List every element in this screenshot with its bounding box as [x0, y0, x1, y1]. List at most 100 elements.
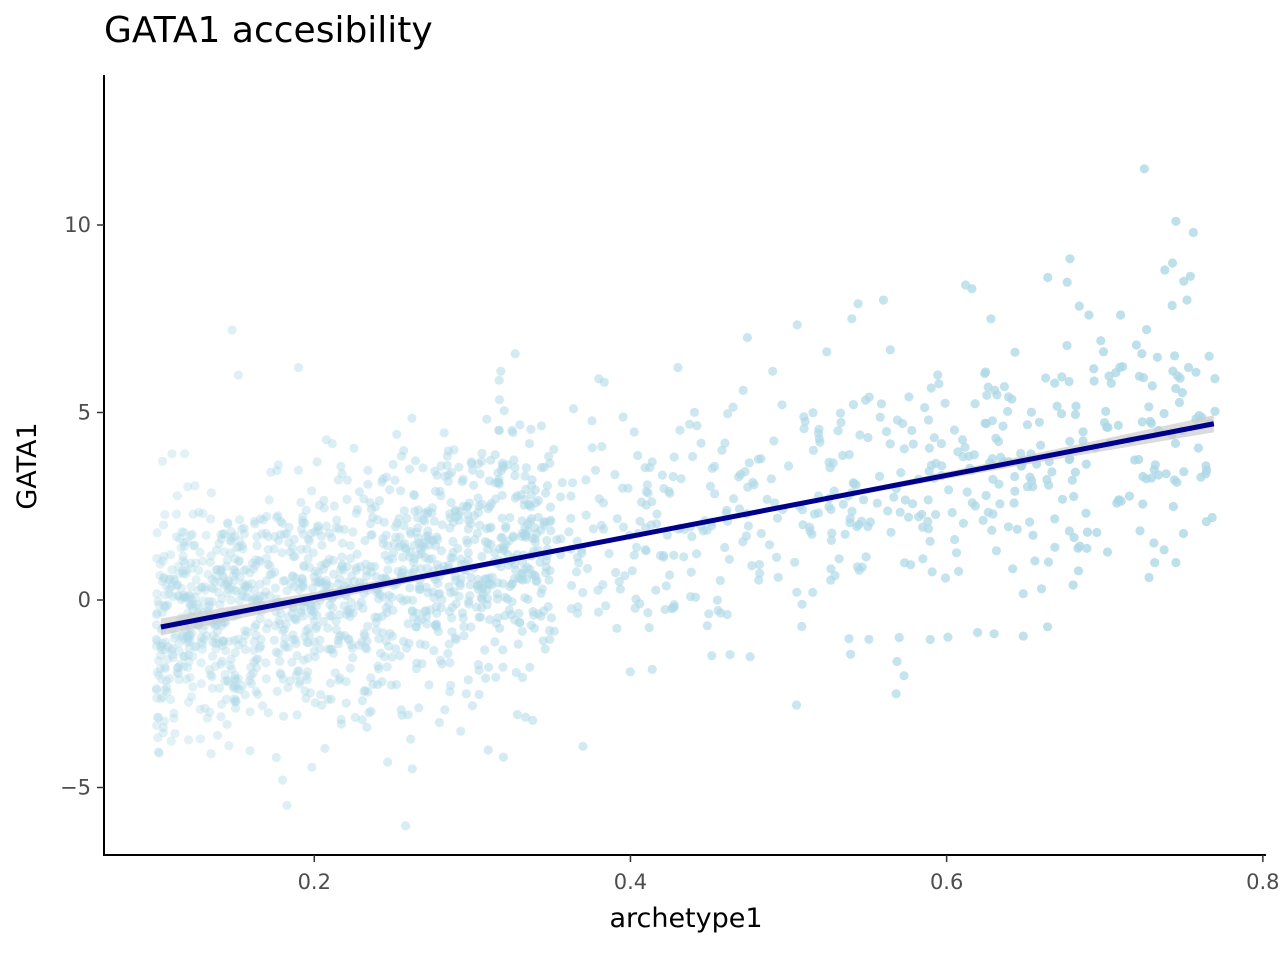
data-point — [234, 556, 244, 567]
data-point — [351, 565, 361, 576]
data-point — [738, 385, 748, 395]
data-point — [539, 517, 549, 527]
data-point — [378, 539, 388, 549]
data-point — [294, 578, 304, 588]
data-point — [174, 591, 184, 601]
data-point — [303, 638, 313, 648]
data-point — [509, 455, 519, 465]
data-point — [278, 626, 288, 636]
data-point — [185, 591, 195, 601]
data-point — [598, 498, 609, 508]
data-point — [384, 599, 394, 609]
data-point — [962, 487, 972, 497]
data-point — [285, 676, 295, 686]
data-point — [226, 582, 236, 593]
data-point — [536, 588, 546, 599]
data-point — [226, 595, 236, 605]
data-point — [360, 685, 370, 696]
data-point — [1168, 501, 1178, 512]
data-point — [179, 527, 189, 537]
data-point — [250, 519, 260, 529]
data-point — [308, 548, 318, 558]
data-point — [517, 626, 527, 636]
data-point — [363, 465, 373, 475]
data-point — [345, 540, 355, 551]
data-point — [462, 502, 472, 512]
data-point — [357, 696, 367, 706]
data-point — [346, 640, 356, 650]
data-point — [390, 475, 400, 485]
data-point — [612, 514, 622, 524]
data-point — [366, 530, 376, 540]
data-point — [409, 490, 419, 501]
data-point — [303, 653, 313, 663]
data-point — [212, 730, 223, 741]
data-point — [347, 571, 357, 581]
data-point — [729, 494, 739, 504]
data-point — [172, 663, 182, 673]
data-point — [914, 512, 924, 522]
data-point — [643, 608, 653, 618]
data-point — [279, 640, 289, 650]
data-point — [327, 533, 337, 543]
data-point — [163, 600, 173, 610]
data-point — [1179, 467, 1189, 477]
data-point — [399, 521, 409, 531]
data-point — [307, 611, 317, 621]
data-point — [169, 633, 179, 643]
data-point — [261, 553, 271, 564]
data-point — [665, 570, 675, 580]
data-point — [363, 479, 373, 489]
data-point — [445, 509, 455, 519]
data-point — [296, 524, 306, 534]
data-point — [531, 576, 541, 587]
data-point — [177, 631, 187, 641]
data-point — [208, 584, 218, 594]
data-point — [1050, 542, 1060, 552]
data-point — [298, 518, 308, 528]
data-point — [1193, 443, 1203, 453]
data-point — [206, 514, 216, 524]
data-point — [544, 451, 554, 461]
data-point — [198, 625, 208, 636]
data-point — [273, 648, 284, 658]
data-point — [485, 615, 495, 625]
data-point — [510, 349, 520, 359]
data-point — [275, 668, 285, 678]
data-point — [417, 659, 427, 669]
data-point — [210, 576, 220, 586]
data-point — [958, 518, 969, 528]
data-point — [641, 523, 651, 533]
data-point — [1183, 362, 1194, 373]
data-point — [161, 637, 171, 647]
data-point — [568, 404, 579, 414]
data-point — [1179, 276, 1189, 286]
data-point — [1050, 514, 1060, 524]
data-point — [1065, 254, 1075, 264]
data-point — [409, 613, 419, 623]
data-point — [217, 656, 227, 666]
data-point — [316, 561, 326, 571]
data-point — [245, 675, 255, 686]
data-point — [443, 476, 453, 486]
data-point — [416, 548, 427, 559]
data-point — [1113, 420, 1123, 430]
data-point — [216, 529, 226, 540]
data-point — [436, 603, 446, 613]
data-point — [328, 648, 339, 658]
data-point — [378, 592, 388, 602]
data-point — [1069, 491, 1079, 502]
data-point — [1070, 467, 1080, 477]
data-point — [279, 624, 289, 635]
data-point — [182, 536, 192, 546]
data-point — [661, 581, 671, 591]
data-point — [249, 595, 259, 605]
data-point — [178, 630, 188, 641]
data-point — [230, 575, 240, 585]
data-point — [179, 651, 189, 662]
data-point — [397, 710, 407, 720]
data-point — [186, 530, 196, 541]
data-point — [403, 619, 413, 629]
data-point — [1069, 532, 1079, 543]
data-point — [396, 705, 406, 715]
